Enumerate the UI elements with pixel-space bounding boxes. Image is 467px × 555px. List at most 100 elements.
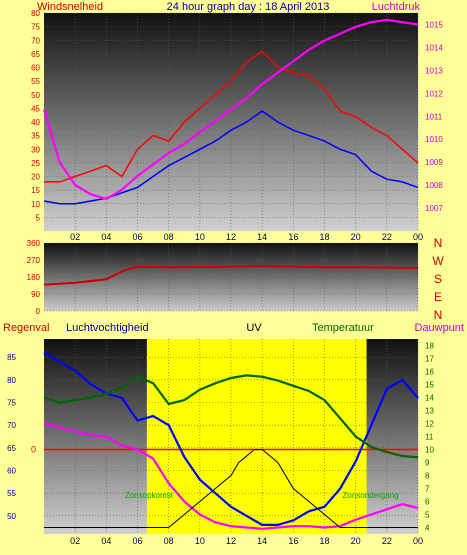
legend-luchtvochtigheid: Luchtvochtigheid — [66, 322, 149, 334]
left-y-tick: 50 — [31, 91, 40, 100]
right-y-tick: 1008 — [425, 181, 443, 190]
top-x-tick: 18 — [319, 232, 329, 242]
daylight-band — [146, 339, 367, 534]
left-y-tick: 55 — [31, 77, 40, 86]
left-y-tick: 45 — [31, 104, 40, 113]
bottom-x-tick: 18 — [319, 536, 329, 546]
top-x-tick: 10 — [195, 232, 205, 242]
compass-label: E — [434, 290, 442, 304]
temperature-y-tick: 13 — [425, 407, 434, 416]
top-left-ticks: 5 10 15 20 25 30 35 40 45 50 55 60 65 70 75 80 — [31, 9, 40, 222]
humidity-y-tick: 65 — [7, 444, 16, 453]
left-y-tick: 70 — [31, 36, 40, 45]
wind-y-tick: 360 — [27, 239, 41, 248]
bottom-x-tick: 06 — [132, 536, 142, 546]
humidity-y-tick: 80 — [7, 376, 16, 385]
bottom-x-tick: 20 — [351, 536, 361, 546]
legend-uv: UV — [246, 322, 262, 334]
left-y-tick: 15 — [31, 186, 40, 195]
series-temperatuur — [43, 374, 419, 459]
bottom-x-tick: 08 — [164, 536, 174, 546]
series-uv — [44, 449, 418, 528]
compass-label: W — [432, 254, 444, 268]
sun-annotations: Zonsopkomst Zonsondergang — [125, 491, 399, 500]
temperature-y-tick: 8 — [425, 472, 430, 481]
top-x-tick: 20 — [351, 232, 361, 242]
humidity-y-tick: 70 — [7, 421, 16, 430]
right-y-tick: 1010 — [425, 135, 443, 144]
left-y-tick: 60 — [31, 64, 40, 73]
right-y-tick: 1014 — [425, 43, 443, 52]
temperature-y-tick: 4 — [425, 524, 430, 533]
legend-temperatuur: Temperatuur — [312, 322, 374, 334]
legend-regenval: Regenval — [3, 322, 49, 334]
top-x-tick: 02 — [70, 232, 80, 242]
temperature-y-tick: 5 — [425, 511, 430, 520]
left-y-tick: 40 — [31, 118, 40, 127]
left-y-tick: 80 — [31, 9, 40, 18]
temperature-y-tick: 14 — [425, 394, 434, 403]
left-y-tick: 10 — [31, 200, 40, 209]
right-y-tick: 1012 — [425, 89, 443, 98]
wind-y-tick: 90 — [31, 290, 40, 299]
bottom-x-tick: 14 — [257, 536, 267, 546]
top-x-tick: 06 — [132, 232, 142, 242]
bottom-x-tick: 22 — [382, 536, 392, 546]
temperature-y-tick: 18 — [425, 342, 434, 351]
wind-direction-grid — [44, 242, 419, 312]
bottom-x-tick: 04 — [101, 536, 111, 546]
wind-y-tick: 0 — [36, 307, 41, 316]
wind-y-tick: 270 — [27, 256, 41, 265]
top-series — [42, 18, 419, 205]
bottom-right-ticks: 4 5 6 7 8 9 10 11 12 13 14 15 16 17 18 — [425, 342, 434, 533]
bottom-series — [43, 351, 419, 530]
top-x-tick: 08 — [164, 232, 174, 242]
right-y-tick: 1013 — [425, 66, 443, 75]
chart-title: 24 hour graph day : 18 April 2013 — [167, 1, 330, 13]
humidity-y-tick: 55 — [7, 489, 16, 498]
rain-axis-label: 0 — [31, 445, 36, 455]
humidity-y-tick: 50 — [7, 512, 16, 521]
top-x-tick: 22 — [382, 232, 392, 242]
humidity-y-tick: 60 — [7, 467, 16, 476]
bottom-x-ticks: 02 04 06 08 10 12 14 16 18 20 22 00 — [70, 536, 423, 546]
bottom-x-tick: 16 — [288, 536, 298, 546]
left-y-tick: 30 — [31, 145, 40, 154]
series-dauwpunt — [43, 422, 419, 530]
bottom-x-tick: 02 — [70, 536, 80, 546]
temperature-y-tick: 16 — [425, 368, 434, 377]
temperature-y-tick: 15 — [425, 381, 434, 390]
top-x-tick: 12 — [226, 232, 236, 242]
compass-label: N — [434, 236, 443, 250]
left-y-tick: 20 — [31, 173, 40, 182]
top-x-tick: 00 — [413, 232, 423, 242]
top-x-tick: 16 — [288, 232, 298, 242]
humidity-y-tick: 85 — [7, 353, 16, 362]
left-y-tick: 5 — [36, 213, 41, 222]
temperature-y-tick: 6 — [425, 498, 430, 507]
top-right-ticks: 1007 1008 1009 1010 1011 1012 1013 1014 1015 — [425, 20, 443, 213]
wind-y-tick: 180 — [27, 273, 41, 282]
temperature-y-tick: 9 — [425, 459, 430, 468]
top-x-tick: 14 — [257, 232, 267, 242]
top-x-tick: 04 — [101, 232, 111, 242]
left-y-tick: 65 — [31, 50, 40, 59]
wind-direction-series — [43, 264, 419, 286]
series-windvlaag — [44, 50, 419, 183]
temperature-y-tick: 12 — [425, 420, 434, 429]
right-y-tick: 1015 — [425, 20, 443, 29]
temperature-y-tick: 11 — [425, 433, 434, 442]
right-y-tick: 1009 — [425, 158, 443, 167]
right-axis-label: Luchtdruk — [372, 1, 421, 13]
right-y-tick: 1007 — [425, 204, 443, 213]
sunset-label: Zonsondergang — [343, 491, 399, 500]
bottom-x-tick: 12 — [226, 536, 236, 546]
left-y-tick: 25 — [31, 159, 40, 168]
bottom-x-tick: 00 — [413, 536, 423, 546]
daylight-area — [146, 339, 367, 534]
legend-dauwpunt: Dauwpunt — [414, 322, 464, 334]
bottom-x-tick: 10 — [195, 536, 205, 546]
